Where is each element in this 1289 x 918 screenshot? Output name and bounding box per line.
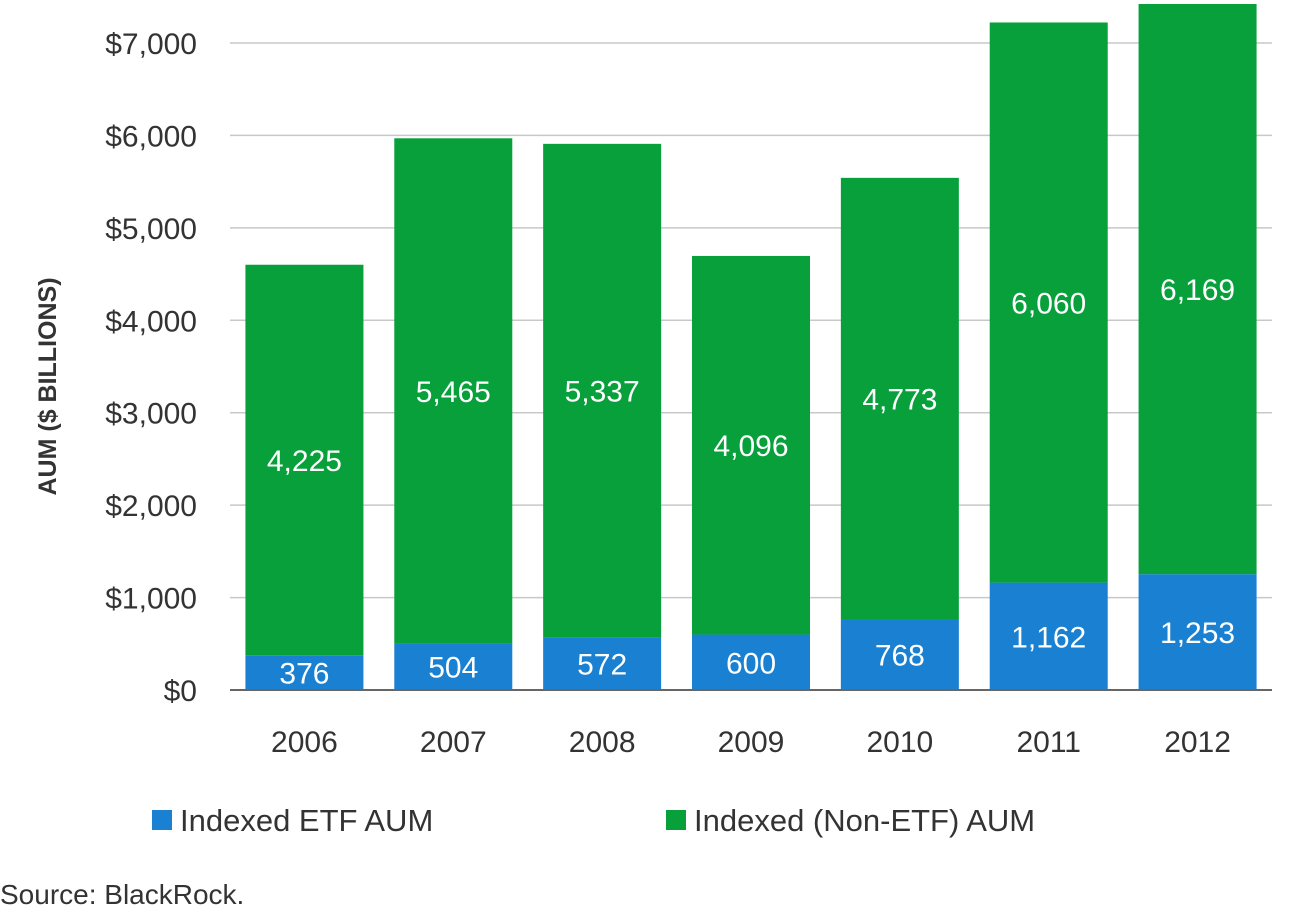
bar-data-label: 1,253 bbox=[1160, 617, 1235, 650]
legend-label: Indexed (Non-ETF) AUM bbox=[694, 803, 1035, 838]
bar-data-label: 376 bbox=[279, 658, 329, 691]
legend-swatch bbox=[666, 810, 686, 830]
bar-data-label: 5,337 bbox=[565, 375, 640, 408]
y-axis-ticks: $0 $1,000 $2,000 $3,000 $4,000 $5,000 $6,000 $7… bbox=[105, 28, 197, 708]
y-tick-label: $0 bbox=[164, 675, 197, 708]
bar-segment bbox=[245, 264, 364, 656]
bar-segment bbox=[989, 582, 1108, 690]
bar-segment bbox=[245, 655, 364, 690]
bar-data-label: 1,162 bbox=[1011, 621, 1086, 654]
bar-data-label: 5,465 bbox=[416, 376, 491, 409]
bar-data-label: 6,169 bbox=[1160, 274, 1235, 307]
bar-segment bbox=[840, 619, 959, 690]
bar-data-label: 4,773 bbox=[862, 383, 937, 416]
bar-segment bbox=[394, 138, 513, 644]
source-note: Source: BlackRock. bbox=[0, 879, 244, 910]
bar-segment bbox=[692, 634, 810, 690]
bar-data-label: 504 bbox=[428, 652, 478, 685]
x-tick-label: 2007 bbox=[420, 726, 487, 759]
bar-data-label: 600 bbox=[726, 647, 776, 680]
x-tick-label: 2008 bbox=[569, 726, 636, 759]
bar-data-label: 768 bbox=[875, 640, 925, 673]
bar-data-label: 6,060 bbox=[1011, 288, 1086, 321]
bar-segment bbox=[394, 643, 513, 690]
bars: 376 4,225 504 5,465 572 5,337 600 4,096 768 4,773… bbox=[245, 3, 1257, 691]
y-tick-label: $2,000 bbox=[105, 490, 197, 523]
y-tick-label: $3,000 bbox=[105, 398, 197, 431]
y-tick-label: $6,000 bbox=[105, 120, 197, 153]
legend: Indexed ETF AUM Indexed (Non-ETF) AUM bbox=[152, 803, 1035, 838]
x-tick-label: 2011 bbox=[1016, 726, 1081, 759]
bar-segment bbox=[543, 637, 662, 690]
bar-segment bbox=[840, 177, 959, 620]
y-tick-label: $7,000 bbox=[105, 28, 197, 61]
x-tick-label: 2012 bbox=[1164, 726, 1231, 759]
bar-segment bbox=[543, 143, 662, 638]
bar-segment bbox=[1138, 3, 1257, 575]
y-tick-label: $1,000 bbox=[105, 583, 197, 616]
legend-label: Indexed ETF AUM bbox=[180, 803, 433, 838]
y-tick-label: $4,000 bbox=[105, 305, 197, 338]
x-axis-ticks: 2006 2007 2008 2009 2010 2011 2012 bbox=[271, 726, 1231, 759]
bar-data-label: 4,096 bbox=[713, 430, 788, 463]
x-tick-label: 2009 bbox=[718, 726, 785, 759]
x-tick-label: 2010 bbox=[866, 726, 933, 759]
legend-swatch bbox=[152, 810, 172, 830]
y-axis-label: AUM ($ BILLIONS) bbox=[34, 277, 62, 495]
y-tick-label: $5,000 bbox=[105, 213, 197, 246]
bar-data-label: 572 bbox=[577, 649, 627, 682]
bar-segment bbox=[989, 22, 1108, 583]
bar-data-label: 4,225 bbox=[267, 445, 342, 478]
bar-segment bbox=[1138, 574, 1257, 690]
bar-segment bbox=[692, 255, 810, 635]
x-tick-label: 2006 bbox=[271, 726, 338, 759]
